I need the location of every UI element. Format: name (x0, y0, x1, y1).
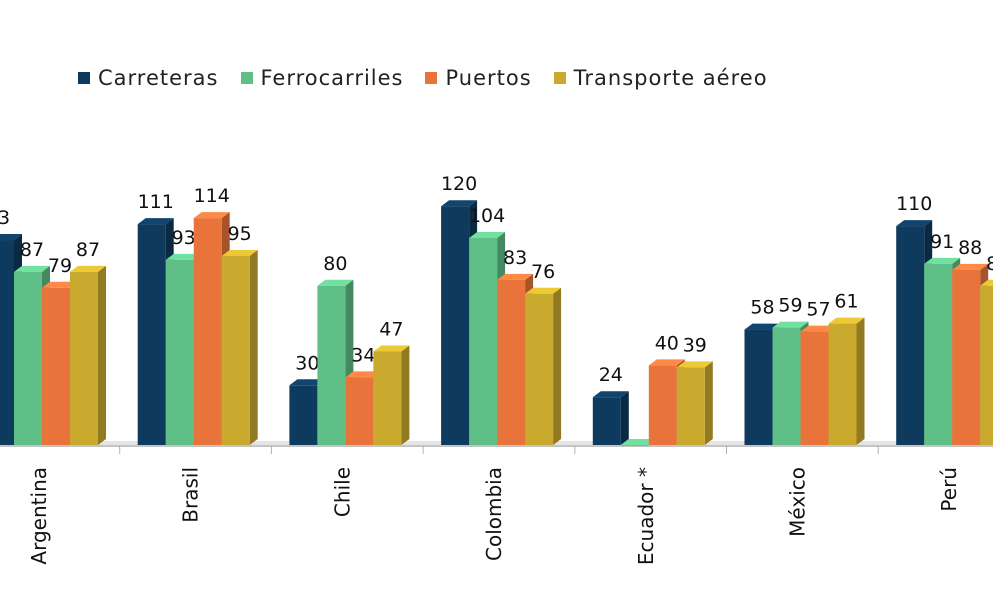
data-label: 110 (896, 193, 932, 215)
bar-transporte-a-reo-chile (373, 345, 410, 445)
legend-swatch-puertos (425, 72, 438, 84)
legend-item-carreteras: Carreteras (78, 66, 219, 90)
legend-swatch-transporte-aereo (553, 72, 566, 84)
category-label: Perú (937, 467, 961, 512)
data-label: 93 (172, 227, 196, 249)
data-label: 88 (958, 237, 982, 259)
data-label: 61 (834, 291, 858, 313)
bar-transporte-a-reo-ecuador- (676, 361, 713, 445)
data-label: 111 (138, 191, 174, 213)
data-label: 34 (351, 344, 375, 366)
legend-item-ferrocarriles: Ferrocarriles (240, 66, 404, 90)
category-label: México (786, 467, 810, 537)
bar-transporte-a-reo-brasil (221, 249, 258, 445)
bar-transporte-a-reo-argentina (70, 265, 106, 445)
category-label: Chile (330, 467, 354, 517)
data-label: 83 (503, 247, 527, 269)
legend-item-puertos: Puertos (425, 66, 531, 90)
bar-ferrocarriles-ecuador- (620, 439, 657, 446)
legend-swatch-ferrocarriles (240, 72, 253, 84)
category-label: Colombia (482, 467, 506, 561)
data-label: 57 (806, 299, 830, 321)
data-label: 24 (599, 364, 623, 386)
data-label: 40 (655, 332, 679, 354)
data-label: 58 (750, 297, 774, 319)
legend: Carreteras Ferrocarriles Puertos Transpo… (78, 66, 790, 90)
data-label: 120 (441, 173, 477, 195)
legend-item-transporte-aereo: Transporte aéreo (553, 66, 768, 90)
data-label: 76 (531, 261, 555, 283)
data-label: 47 (379, 318, 403, 340)
category-label: Argentina (27, 467, 51, 565)
data-label: 95 (228, 223, 252, 245)
category-label: Ecuador * (634, 467, 658, 565)
bar-transporte-a-reo-colombia (525, 287, 562, 445)
data-label: 91 (930, 231, 954, 253)
data-label: 80 (323, 253, 347, 275)
legend-swatch-carreteras (78, 72, 90, 84)
data-label: 80 (986, 253, 993, 275)
data-label: 79 (48, 255, 72, 277)
data-label: 104 (469, 205, 505, 227)
category-label: Brasil (179, 467, 203, 523)
data-label: 3 (0, 207, 10, 229)
bar-carreteras-ecuador- (592, 391, 629, 445)
bar-transporte-a-reo-m-xico (828, 317, 865, 445)
data-label: 59 (778, 295, 802, 317)
data-label: 39 (683, 334, 707, 356)
legend-label-puertos: Puertos (445, 66, 532, 90)
bar-transporte-a-reo-per- (980, 279, 993, 445)
legend-label-carreteras: Carreteras (98, 66, 219, 90)
legend-label-ferrocarriles: Ferrocarriles (260, 66, 404, 90)
data-label: 87 (76, 239, 100, 261)
data-label: 114 (194, 185, 230, 207)
data-label: 87 (20, 239, 44, 261)
data-label: 30 (295, 352, 319, 374)
legend-label-transporte-aereo: Transporte aéreo (573, 66, 768, 90)
